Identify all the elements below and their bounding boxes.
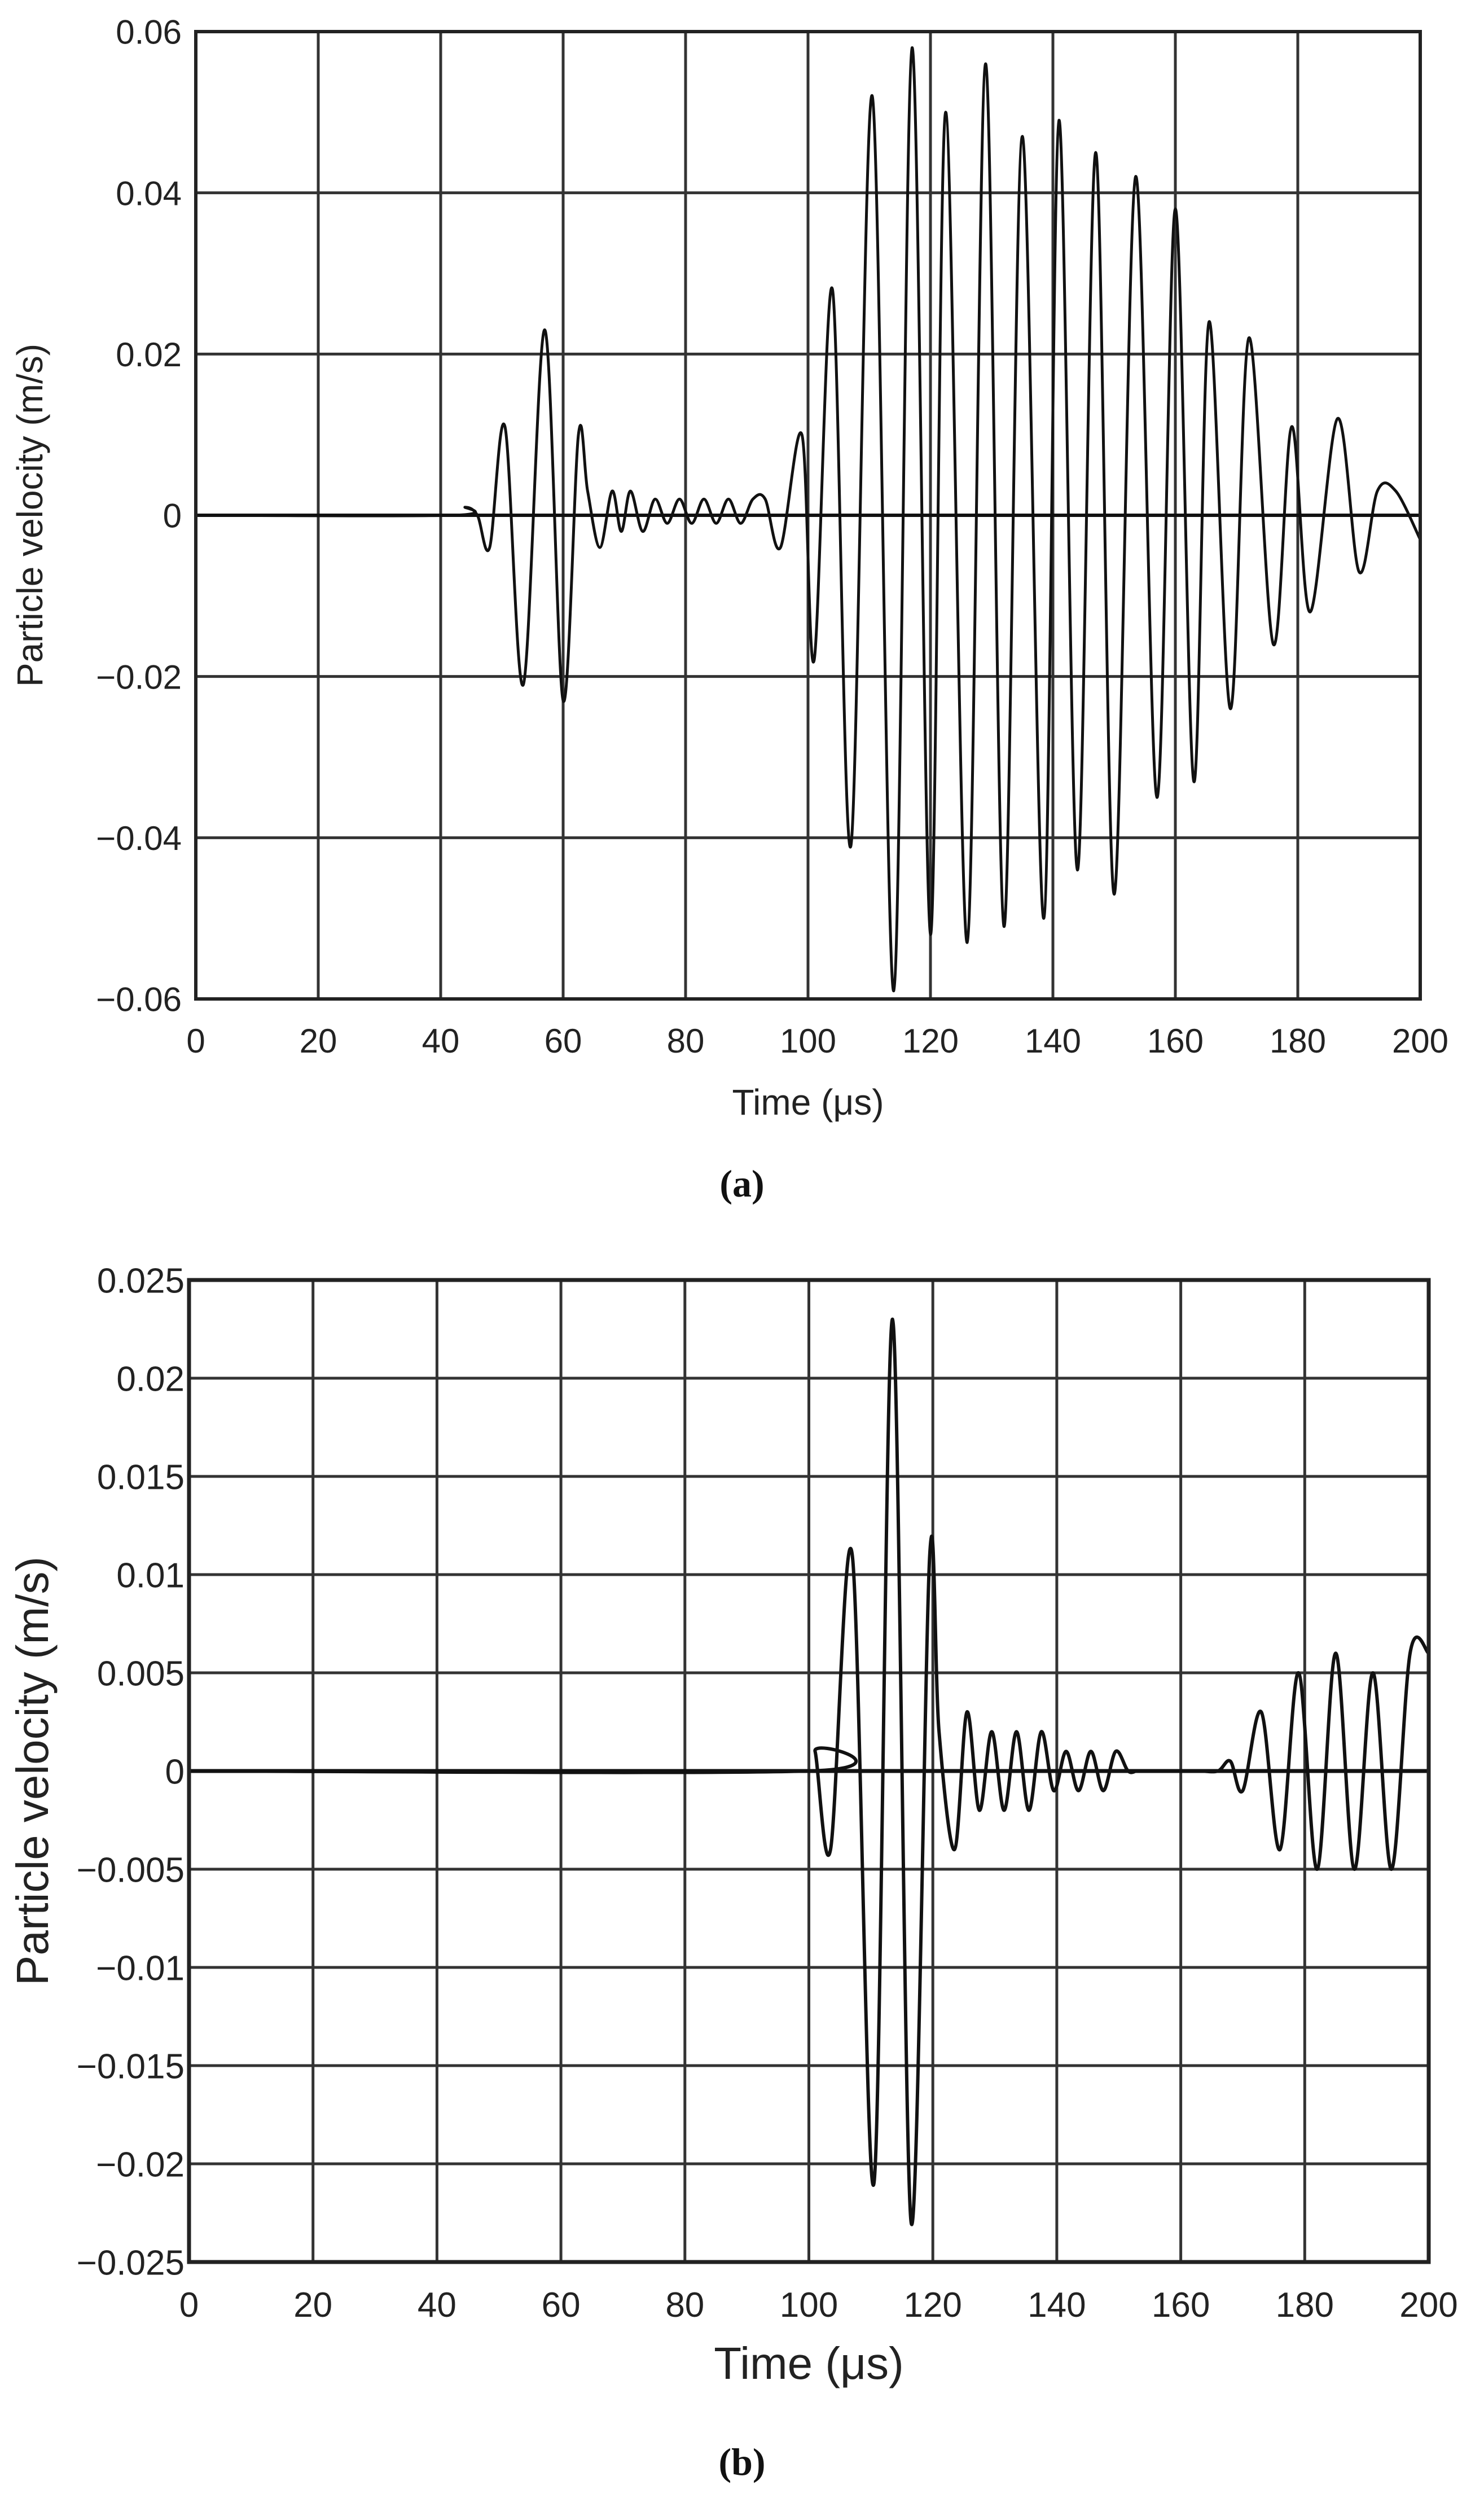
panel-b-x-tick-label-2: 40 [418,2286,456,2325]
panel-a-x-tick-label-7: 140 [1025,1022,1081,1060]
panel-b-x-axis-title: Time (μs) [714,2338,903,2388]
panel-b-x-tick-label-6: 120 [903,2286,961,2325]
panel-a-y-tick-label-0: −0.06 [96,981,182,1019]
panel-b-x-tick-label-5: 100 [780,2286,838,2325]
panel-b-y-tick-label-3: −0.01 [96,1949,185,1988]
panel-b-y-tick-label-2: −0.015 [77,2047,185,2086]
panel-b-x-tick-label-9: 180 [1276,2286,1334,2325]
panel-b-x-tick-label-4: 80 [665,2286,704,2325]
panel-a-series-line [195,46,1422,993]
panel-b-chart: 0 20 40 60 80 100 120 140 160 180 200 −0.025−0.02−… [7,1261,1458,2483]
panel-a-x-tick-label-0: 0 [186,1022,205,1060]
panel-b-x-tick-label-10: 200 [1399,2286,1457,2325]
panel-b-x-tick-labels: 0 20 40 60 80 100 120 140 160 180 200 [179,2286,1458,2325]
panel-b-y-tick-label-8: 0.015 [97,1458,185,1497]
panel-b-y-tick-label-5: 0 [165,1752,185,1791]
panel-b-series-line [188,1317,1430,2226]
panel-a-y-tick-labels: −0.06 −0.04 −0.02 0 0.02 0.04 0.06 [96,14,182,1019]
panel-a-y-tick-label-2: −0.02 [96,658,182,696]
panel-b-caption: (b) [718,2440,765,2483]
panel-b-x-tick-label-8: 160 [1152,2286,1210,2325]
panel-a-y-tick-label-5: 0.04 [116,174,182,212]
panel-b-y-tick-label-7: 0.01 [116,1556,185,1595]
panel-a-y-axis-title: Particle velocity (m/s) [10,344,50,687]
panel-a-chart: 0 20 40 60 80 100 120 140 160 180 200 −0.06−0.04−0… [10,14,1448,1205]
panel-a-y-tick-label-1: −0.04 [96,819,182,857]
panel-a-x-tick-label-5: 100 [780,1022,836,1060]
panel-b-y-tick-labels: −0.025 −0.02 −0.015 −0.01 −0.005 0 0.005 0.01 0.… [77,1261,185,2282]
panel-a-y-tick-label-6: 0.06 [116,14,182,51]
panel-a-x-tick-label-3: 60 [545,1022,582,1060]
panel-b-y-tick-label-6: 0.005 [97,1654,185,1693]
panel-a-x-tick-label-9: 180 [1270,1022,1326,1060]
panel-a-x-tick-label-10: 200 [1392,1022,1448,1060]
panel-a-y-tick-label-4: 0.02 [116,336,182,374]
panel-b-y-tick-label-0: −0.025 [77,2243,185,2282]
panel-a-x-axis-title: Time (μs) [732,1082,884,1123]
panel-a-plot-frame [194,30,1422,1001]
panel-a-x-tick-label-4: 80 [667,1022,705,1060]
panel-a-x-tick-label-8: 160 [1147,1022,1204,1060]
panel-a-x-tick-label-2: 40 [422,1022,460,1060]
panel-b-x-tick-label-3: 60 [542,2286,581,2325]
panel-a-x-tick-labels: 0 20 40 60 80 100 120 140 160 180 200 [186,1022,1448,1060]
panel-b-plot-frame [187,1278,1431,2264]
panel-a-x-tick-label-6: 120 [902,1022,959,1060]
panel-b-y-tick-label-9: 0.02 [116,1360,185,1399]
panel-b-x-tick-label-1: 20 [293,2286,332,2325]
panel-b-y-tick-label-1: −0.02 [96,2145,185,2184]
panel-a-x-tick-label-1: 20 [300,1022,337,1060]
panel-b-x-tick-label-0: 0 [179,2286,199,2325]
panel-b-y-tick-label-4: −0.005 [77,1851,185,1890]
panel-a-y-tick-label-3: 0 [163,497,182,535]
panel-a-caption: (a) [719,1162,764,1205]
panel-b-y-tick-label-10: 0.025 [97,1261,185,1300]
panel-b-x-tick-label-7: 140 [1028,2286,1086,2325]
panel-b-y-axis-title: Particle velocity (m/s) [7,1557,58,1985]
